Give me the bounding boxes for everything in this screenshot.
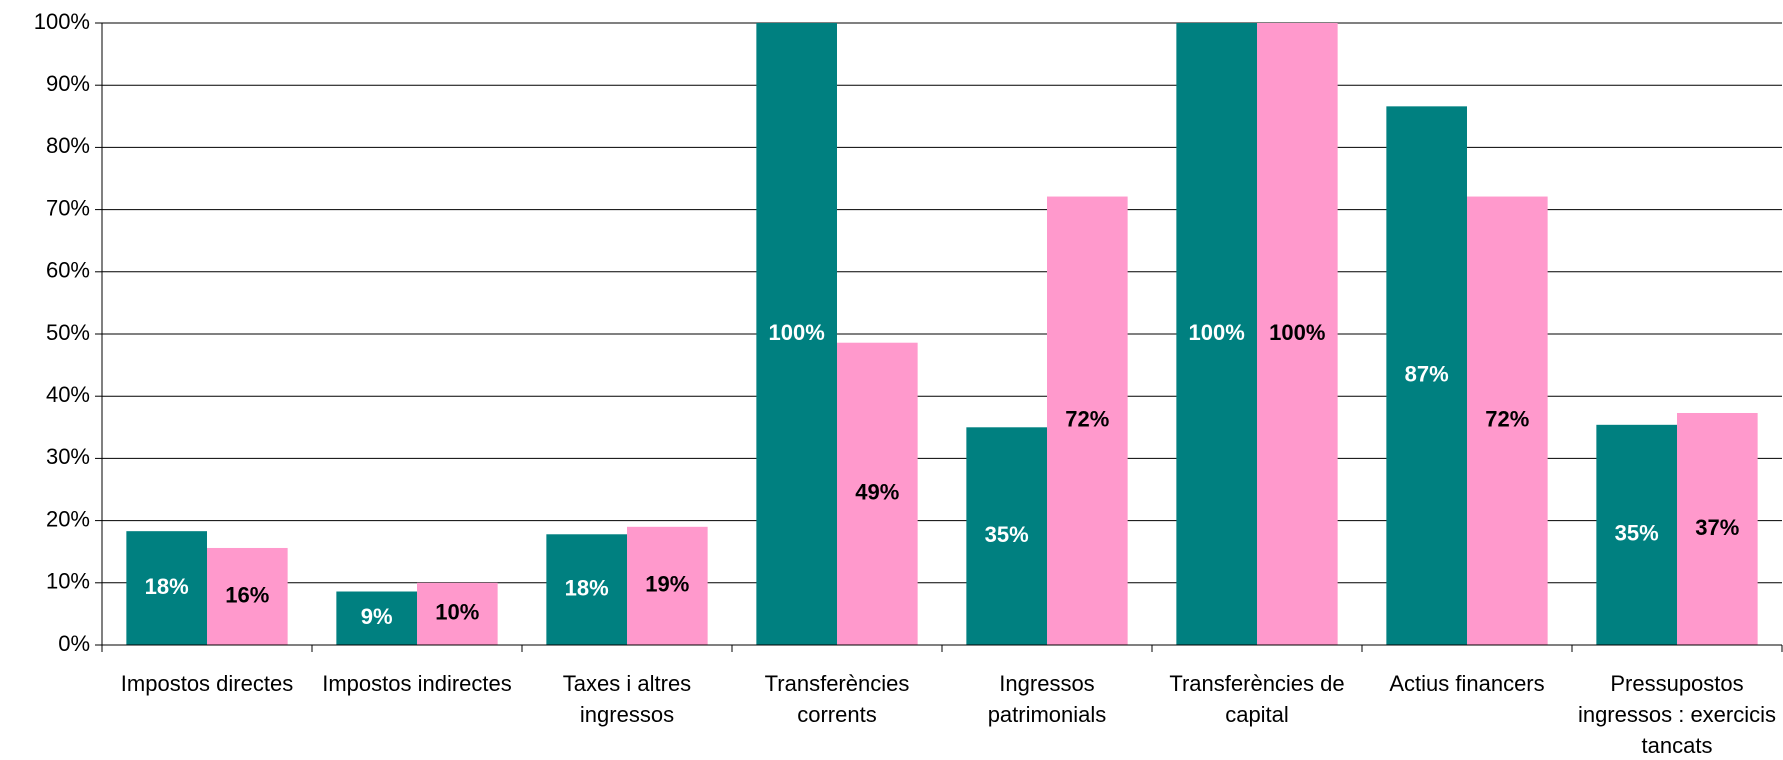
bar: [417, 582, 498, 645]
x-tick-label: Pressupostos ingressos : exercicis tanca…: [1577, 671, 1777, 758]
data-label: 35%: [1615, 521, 1659, 546]
bar: [1257, 23, 1338, 645]
y-tick-label: 40%: [46, 382, 90, 407]
data-label: 37%: [1695, 515, 1739, 540]
bar: [1467, 196, 1548, 645]
x-tick-label: Transferències de capital: [1169, 671, 1345, 727]
bar: [1596, 424, 1677, 645]
y-tick-label: 50%: [46, 320, 90, 345]
x-tick-label: Transferències corrents: [764, 671, 910, 727]
data-label: 18%: [145, 574, 189, 599]
data-label: 18%: [565, 575, 609, 600]
data-label: 10%: [435, 600, 479, 625]
data-label: 87%: [1405, 361, 1449, 386]
data-label: 49%: [855, 480, 899, 505]
bar: [1386, 106, 1467, 645]
bar: [1047, 196, 1128, 645]
y-tick-label: 0%: [58, 631, 90, 656]
x-tick-label: Ingressos patrimonials: [987, 671, 1107, 727]
bar: [756, 23, 837, 645]
data-label: 72%: [1065, 407, 1109, 432]
x-tick-label: Impostos indirectes: [322, 671, 512, 696]
data-label: 19%: [645, 572, 689, 597]
bar: [837, 342, 918, 645]
y-tick-label: 20%: [46, 506, 90, 531]
bar: [546, 534, 627, 645]
data-label: 9%: [361, 604, 393, 629]
bar: [336, 591, 417, 645]
data-label: 16%: [225, 582, 269, 607]
x-tick-label: Impostos directes: [120, 671, 294, 696]
y-tick-label: 30%: [46, 444, 90, 469]
y-tick-label: 90%: [46, 71, 90, 96]
data-label: 100%: [1269, 320, 1325, 345]
bar: [966, 427, 1047, 645]
x-tick-label: Actius financers: [1389, 671, 1545, 696]
data-label: 35%: [985, 522, 1029, 547]
y-tick-label: 70%: [46, 195, 90, 220]
data-label: 100%: [769, 320, 825, 345]
bar: [1677, 412, 1758, 645]
y-tick-label: 80%: [46, 133, 90, 158]
bar: [207, 547, 288, 645]
data-label: 100%: [1189, 320, 1245, 345]
x-tick-label: Taxes i altres ingressos: [562, 671, 692, 727]
bar: [1176, 23, 1257, 645]
y-tick-label: 60%: [46, 258, 90, 283]
y-tick-label: 10%: [46, 569, 90, 594]
y-tick-label: 100%: [34, 9, 90, 34]
data-label: 72%: [1485, 407, 1529, 432]
bar: [126, 531, 207, 645]
bar: [627, 526, 708, 645]
